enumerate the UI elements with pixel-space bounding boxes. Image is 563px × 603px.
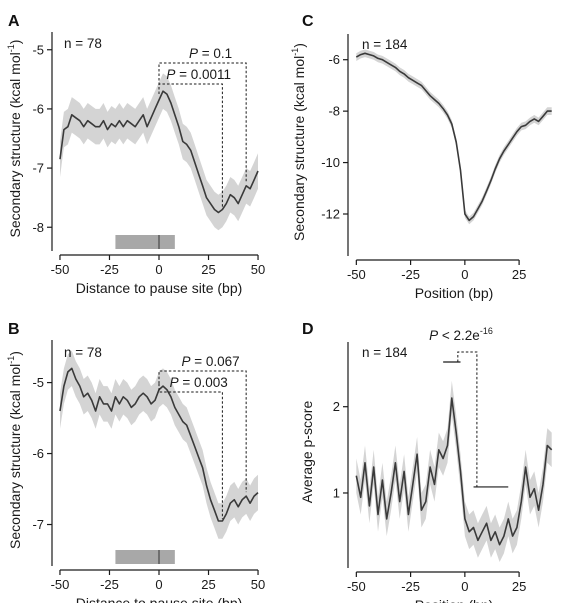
x-axis-label: Distance to pause site (bp) <box>76 595 243 603</box>
panel-letter: C <box>302 13 314 30</box>
x-tick-label: -25 <box>401 267 420 282</box>
x-tick-label: 25 <box>201 577 215 592</box>
x-axis-label: Position (bp) <box>415 597 494 603</box>
pause-site-box <box>115 235 175 249</box>
x-tick-label: 0 <box>461 267 468 282</box>
p-value-italic-p: P <box>181 354 190 369</box>
p-value-label: P = 0.0011 <box>166 67 231 82</box>
p-value-label: P < 2.2e-16 <box>429 326 493 343</box>
y-tick-label: -10 <box>321 155 340 170</box>
panel-c: C -50 -25 0 25 -6 -8 -10 -12 Position (bp) Seconda… <box>290 13 552 301</box>
y-axis-label-text: Secondary structure (kcal mol <box>7 52 23 237</box>
x-tick-label: 25 <box>512 579 526 594</box>
p-value-italic-p: P <box>189 46 198 61</box>
y-axis-label: Secondary structure (kcal mol-1) <box>290 43 307 241</box>
comparison-bracket <box>158 383 223 519</box>
p-value-text: < 2.2e <box>438 328 480 343</box>
x-tick-label: 0 <box>461 579 468 594</box>
y-tick-label: -8 <box>328 104 340 119</box>
y-tick-label: -5 <box>32 375 44 390</box>
panel-letter: B <box>8 321 20 338</box>
y-tick-label: -8 <box>32 220 44 235</box>
x-tick-label: 50 <box>251 577 265 592</box>
mean-line <box>59 90 259 214</box>
y-axis-label: Secondary structure (kcal mol-1) <box>6 40 23 238</box>
confidence-band <box>356 380 552 562</box>
p-value-text: = 0.067 <box>190 354 239 369</box>
p-value-sup: -16 <box>480 326 493 336</box>
x-tick-label: -50 <box>347 267 366 282</box>
y-tick-label: -7 <box>32 517 44 532</box>
y-axis-label-text: Secondary structure (kcal mol <box>7 364 23 549</box>
y-axis-label-close: ) <box>7 351 23 356</box>
sample-size-label: n = 78 <box>64 345 102 360</box>
y-axis-label-sup: -1 <box>6 44 16 52</box>
panel-b: B -50 -25 0 25 50 -5 -6 -7 Distance to pause site… <box>6 321 265 603</box>
p-value-text: = 0.1 <box>198 46 232 61</box>
p-value-text: = 0.0011 <box>175 67 231 82</box>
p-value-label: P = 0.1 <box>189 46 232 61</box>
x-tick-label: 25 <box>201 262 215 277</box>
x-tick-label: -25 <box>401 579 420 594</box>
comparison-bracket <box>158 370 247 493</box>
x-tick-label: -25 <box>100 577 119 592</box>
sample-size-label: n = 184 <box>362 345 408 360</box>
x-axis-label: Distance to pause site (bp) <box>76 280 243 296</box>
p-value-italic-p: P <box>429 328 438 343</box>
comparison-bracket <box>158 62 247 182</box>
y-tick-label: -5 <box>32 42 44 57</box>
y-axis-label: Average p-score <box>299 401 315 504</box>
panel-letter: A <box>8 13 20 30</box>
p-value-italic-p: P <box>166 67 175 82</box>
y-axis-label: Secondary structure (kcal mol-1) <box>6 351 23 549</box>
x-tick-label: 0 <box>155 577 162 592</box>
y-axis-label-sup: -1 <box>6 356 16 364</box>
sample-size-label: n = 184 <box>362 37 408 52</box>
y-tick-label: -6 <box>32 101 44 116</box>
y-axis-label-sup: -1 <box>290 48 300 56</box>
y-tick-label: 1 <box>333 485 340 500</box>
y-tick-label: -7 <box>32 161 44 176</box>
comparison-bracket <box>158 83 223 208</box>
y-axis-label-close: ) <box>7 40 23 45</box>
panel-a: A -50 -25 0 25 50 -5 -6 -7 -8 Distance to pause si… <box>6 13 265 296</box>
y-tick-label: -6 <box>32 446 44 461</box>
pause-site-box <box>115 550 175 564</box>
x-tick-label: -25 <box>100 262 119 277</box>
sample-size-label: n = 78 <box>64 36 102 51</box>
y-axis-label-close: ) <box>291 43 307 48</box>
y-axis-label-text: Average p-score <box>299 401 315 504</box>
panel-d: D -50 -25 0 25 1 2 Position (bp) Average p-score… <box>299 321 553 603</box>
p-value-label: P = 0.067 <box>181 354 239 369</box>
x-tick-label: 50 <box>251 262 265 277</box>
x-tick-label: 0 <box>155 262 162 277</box>
panel-letter: D <box>302 321 314 338</box>
mean-line <box>355 52 552 222</box>
confidence-band <box>60 73 258 231</box>
mean-line <box>355 397 553 546</box>
x-tick-label: -50 <box>347 579 366 594</box>
p-value-text: = 0.003 <box>179 375 228 390</box>
x-tick-label: -50 <box>51 262 70 277</box>
x-axis-label: Position (bp) <box>415 285 494 301</box>
x-tick-label: 25 <box>512 267 526 282</box>
y-axis-label-text: Secondary structure (kcal mol <box>291 56 307 241</box>
p-value-italic-p: P <box>170 375 179 390</box>
y-tick-label: 2 <box>333 399 340 414</box>
comparison-bracket <box>457 351 478 487</box>
confidence-band <box>356 49 552 225</box>
p-value-label: P = 0.003 <box>170 375 228 390</box>
y-tick-label: -6 <box>328 52 340 67</box>
x-tick-label: -50 <box>51 577 70 592</box>
y-tick-label: -12 <box>321 207 340 222</box>
